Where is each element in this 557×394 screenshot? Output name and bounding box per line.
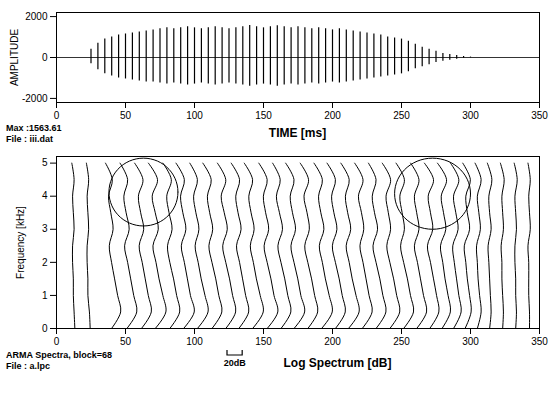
svg-text:100: 100 — [186, 110, 203, 121]
svg-text:2: 2 — [42, 257, 48, 268]
svg-text:350: 350 — [531, 110, 548, 121]
svg-text:300: 300 — [462, 110, 479, 121]
svg-text:0: 0 — [54, 336, 60, 347]
svg-text:150: 150 — [255, 336, 272, 347]
svg-text:0: 0 — [54, 110, 60, 121]
svg-text:50: 50 — [120, 336, 132, 347]
svg-text:2000: 2000 — [25, 11, 48, 22]
html-text:TIME [ms]: TIME [ms] — [268, 126, 327, 140]
html-text:ARMA Spectra, block=68: ARMA Spectra, block=68 — [6, 350, 112, 360]
svg-text:0: 0 — [42, 52, 48, 63]
svg-text:Frequency [kHz]: Frequency [kHz] — [15, 206, 26, 279]
svg-text:1: 1 — [42, 290, 48, 301]
svg-text:AMPLITUDE: AMPLITUDE — [9, 29, 20, 87]
html-text:Max :1563.61: Max :1563.61 — [6, 123, 62, 133]
html-text:File : a.lpc: File : a.lpc — [6, 361, 50, 371]
svg-text:250: 250 — [393, 336, 410, 347]
svg-text:4: 4 — [42, 190, 48, 201]
html-text:20dB: 20dB — [223, 358, 246, 368]
html-text:Log Spectrum [dB]: Log Spectrum [dB] — [283, 356, 392, 370]
svg-text:350: 350 — [531, 336, 548, 347]
svg-text:0: 0 — [42, 323, 48, 334]
svg-text:250: 250 — [393, 110, 410, 121]
svg-text:50: 50 — [120, 110, 132, 121]
svg-text:3: 3 — [42, 223, 48, 234]
svg-text:5: 5 — [42, 157, 48, 168]
svg-text:150: 150 — [255, 110, 272, 121]
html-text:File : iii.dat: File : iii.dat — [6, 134, 53, 144]
svg-text:-2000: -2000 — [22, 93, 48, 104]
svg-text:300: 300 — [462, 336, 479, 347]
svg-text:200: 200 — [324, 110, 341, 121]
svg-text:200: 200 — [324, 336, 341, 347]
svg-text:100: 100 — [186, 336, 203, 347]
